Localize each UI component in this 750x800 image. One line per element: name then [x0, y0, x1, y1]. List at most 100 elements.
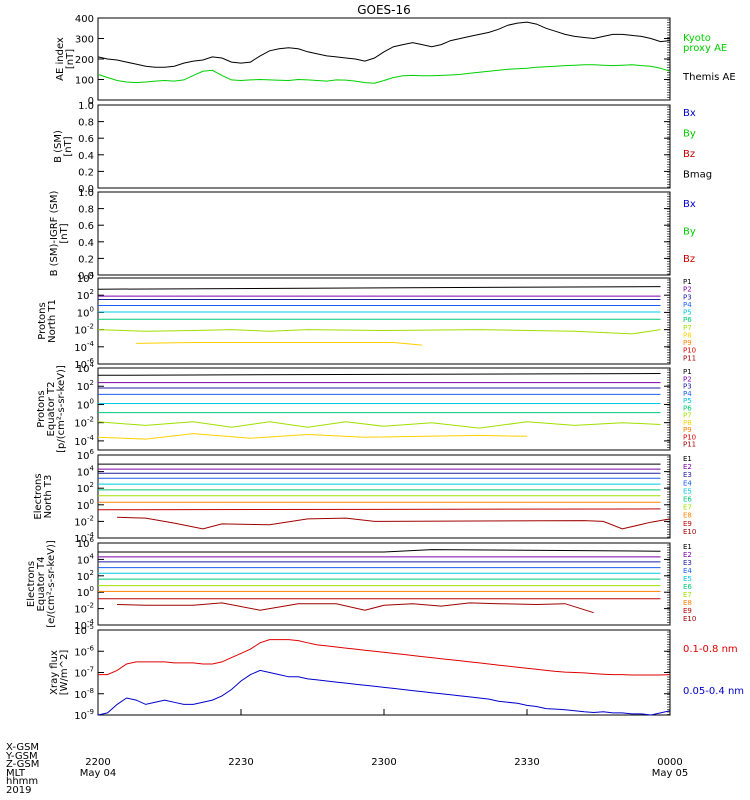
- y-tick-label: 102: [77, 481, 94, 495]
- y-axis-label: [e/(cm²-s-sr-keV)]: [46, 540, 57, 628]
- y-axis-label: Electrons: [33, 473, 44, 519]
- y-axis-label: [nT]: [65, 49, 76, 69]
- legend-label: P1: [683, 278, 692, 286]
- legend-label: E6: [683, 496, 692, 504]
- y-tick-label: 1.0: [78, 101, 94, 112]
- panel-5: 10-4 10-2 100 102 104 Protons Equator T2 [p/(cm…: [36, 361, 696, 453]
- y-tick-label: 102: [77, 569, 94, 583]
- y-tick-label: 0.8: [78, 205, 94, 216]
- legend-label: Bz: [683, 254, 695, 265]
- y-tick-label: 106: [77, 536, 95, 550]
- y-tick-label: 100: [77, 585, 94, 599]
- legend-label: E9: [683, 520, 692, 528]
- x-axis-row-labels: X-GSM Y-GSM Z-GSM MLT hhmm 2019: [6, 743, 39, 796]
- legend-label: P3: [683, 383, 692, 391]
- series-line: [97, 669, 671, 716]
- y-axis-label: B (SM): [53, 130, 64, 163]
- series-line: [97, 421, 661, 429]
- y-axis-label: [nT]: [59, 223, 70, 243]
- legend-label: Bx: [683, 108, 696, 119]
- legend-label: E8: [683, 599, 692, 607]
- legend-label: P7: [683, 324, 692, 332]
- legend-label: E4: [683, 479, 692, 487]
- x-tick-label: 2330: [514, 757, 539, 768]
- legend-label: P4: [683, 301, 692, 309]
- legend-label: E3: [683, 471, 692, 479]
- legend-label: P6: [683, 316, 692, 324]
- legend-label: P1: [683, 368, 692, 376]
- series-line: [97, 433, 528, 440]
- panel-8: 10-9 10-8 10-7 10-6 10-5 Xray flux [W/m^2] 0.1-…: [49, 623, 744, 722]
- legend-label: Kyoto: [683, 33, 711, 44]
- y-tick-label: 10-4: [74, 434, 94, 448]
- series-line: [98, 549, 661, 553]
- y-axis-label: Protons: [36, 390, 47, 427]
- x-tick-date: May 04: [80, 768, 117, 779]
- y-tick-label: 0.6: [78, 221, 94, 232]
- y-axis-label: North T1: [47, 299, 58, 343]
- panel-3: 0.0 0.2 0.4 0.6 0.8 1.0 B (SM)-IGRF (SM) [nT] Bx…: [49, 188, 696, 282]
- y-tick-label: 0.2: [78, 254, 94, 265]
- legend-label: P4: [683, 390, 692, 398]
- y-tick-label: 0.6: [78, 134, 94, 145]
- right-minor-ticks: [667, 106, 670, 188]
- legend-label: E6: [683, 583, 692, 591]
- y-tick-label: 10-8: [74, 687, 94, 701]
- y-axis-label: Equator T2: [46, 382, 57, 437]
- y-tick-label: 0.4: [78, 151, 94, 162]
- y-tick-label: 300: [75, 35, 94, 46]
- y-tick-label: 10-2: [74, 602, 94, 616]
- series-line: [97, 21, 671, 68]
- series-line: [117, 602, 594, 614]
- y-tick-label: 104: [77, 361, 95, 375]
- row-label-y-gsm: Y-GSM: [6, 750, 38, 762]
- y-tick-label: 100: [77, 397, 94, 411]
- y-tick-label: 104: [77, 271, 95, 285]
- y-axis-label: [W/m^2]: [59, 650, 70, 696]
- legend-label: E9: [683, 607, 692, 615]
- panel-7: 10-4 10-2 100 102 104 106 Electrons Equator T4[…: [26, 536, 696, 632]
- series-line: [97, 329, 661, 335]
- legend-label: E1: [683, 543, 692, 551]
- y-tick-label: 10-2: [74, 416, 94, 430]
- legend-label: P5: [683, 397, 692, 405]
- legend-label: P2: [683, 375, 692, 383]
- panel-frame: [97, 542, 671, 626]
- y-axis-label: [nT]: [63, 136, 74, 156]
- y-tick-label: 10-2: [74, 323, 94, 337]
- legend-label: E8: [683, 512, 692, 520]
- y-tick-label: 104: [77, 552, 95, 566]
- y-axis-label: North T3: [43, 475, 54, 519]
- panel-frame: [97, 367, 671, 451]
- panel-4: 10-6 10-4 10-2 100 102 104 Protons North T1 P1P2…: [37, 271, 696, 371]
- legend-label: P3: [683, 293, 692, 301]
- legend-label: P9: [683, 426, 692, 434]
- x-tick-date: May 05: [652, 768, 689, 779]
- legend-label: Bx: [683, 199, 696, 210]
- y-axis-label: Equator T4: [36, 557, 47, 612]
- plot-title: GOES-16: [357, 3, 411, 17]
- y-tick-label: 10-4: [74, 531, 94, 545]
- legend-label: E5: [683, 487, 692, 495]
- legend-label: E2: [683, 463, 692, 471]
- legend-label: P11: [683, 354, 696, 362]
- row-label-mlt: MLT: [6, 767, 25, 779]
- legend-label: P9: [683, 339, 692, 347]
- y-axis-label: Electrons: [26, 561, 37, 607]
- legend-label: P2: [683, 286, 692, 294]
- legend-label: P7: [683, 412, 692, 420]
- y-tick-label: 1.0: [78, 188, 94, 199]
- y-tick-label: 10-9: [74, 708, 94, 722]
- legend-label: E3: [683, 559, 692, 567]
- y-tick-label: 400: [75, 14, 94, 25]
- y-axis-label: Protons: [37, 302, 48, 339]
- legend-label: P8: [683, 331, 692, 339]
- legend-label: P11: [683, 441, 696, 449]
- legend-label: P10: [683, 347, 696, 355]
- x-tick-label: 0000: [657, 757, 682, 768]
- panel-frame: [97, 191, 671, 276]
- y-tick-label: 102: [77, 379, 94, 393]
- panel-frame: [97, 454, 671, 539]
